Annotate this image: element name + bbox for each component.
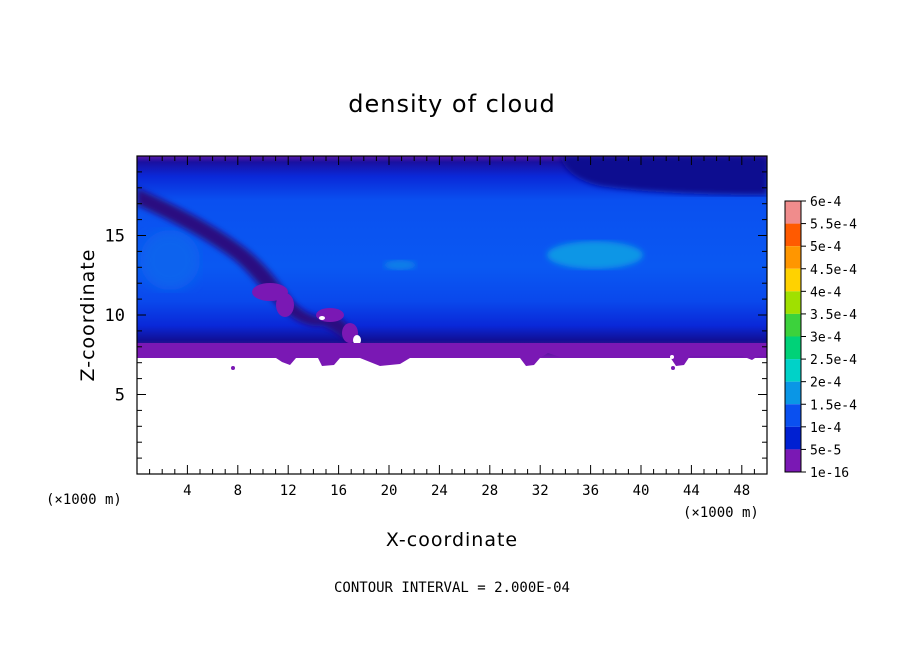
colorbar-label: 1e-16	[810, 466, 849, 481]
colorbar-label: 5e-5	[810, 443, 841, 458]
colorbar-label: 4e-4	[810, 285, 841, 300]
x-tick-label: 4	[183, 483, 191, 499]
colorbar-label: 5.5e-4	[810, 218, 857, 233]
x-tick-label: 44	[683, 483, 700, 499]
y-axis-tick-labels: 5 10 15	[105, 227, 125, 406]
stray-dot-2	[670, 355, 674, 359]
colorbar-swatch	[785, 246, 801, 269]
dark-filament	[137, 188, 362, 350]
colorbar-label: 3.5e-4	[810, 308, 857, 323]
purple-eddy-2	[276, 293, 294, 317]
x-axis-label: X-coordinate	[386, 529, 518, 551]
x-tick-label: 8	[234, 483, 242, 499]
colorbar-swatch	[785, 449, 801, 472]
colorbar-label: 2.5e-4	[810, 353, 857, 368]
colorbar-swatch	[785, 313, 801, 337]
colorbar-label: 5e-4	[810, 240, 841, 255]
x-tick-label: 48	[733, 483, 750, 499]
chart-title: density of cloud	[348, 90, 555, 118]
y-tick-label: 10	[105, 306, 125, 326]
x-tick-label: 36	[582, 483, 599, 499]
x-axis-ticks	[149, 156, 755, 474]
colorbar-swatch	[785, 268, 801, 292]
colorbar-label: 2e-4	[810, 376, 841, 391]
colorbar-swatch	[785, 381, 801, 405]
colorbar-swatch	[785, 223, 801, 247]
y-axis-unit-label: (×1000 m)	[46, 492, 122, 508]
x-tick-label: 12	[280, 483, 297, 499]
x-tick-label: 24	[431, 483, 448, 499]
eddy-gap-1	[319, 316, 325, 320]
light-core-middle	[384, 260, 416, 270]
contour-field	[137, 156, 767, 370]
x-axis-tick-labels: 4 8 12 16 20 24 28 32 36 40 44 48	[183, 483, 750, 499]
colorbar-label: 3e-4	[810, 331, 841, 346]
purple-eddy-3	[316, 308, 344, 322]
contour-interval-note: CONTOUR INTERVAL = 2.000E-04	[334, 580, 570, 596]
y-tick-label: 5	[115, 386, 125, 406]
colorbar-labels: 6e-4 5.5e-4 5e-4 4.5e-4 4e-4 3.5e-4 3e-4 2.5e-4…	[810, 195, 857, 481]
x-tick-label: 40	[633, 483, 650, 499]
y-axis-label: Z-coordinate	[77, 249, 99, 382]
colorbar-swatch	[785, 359, 801, 382]
cloud-base-band	[137, 343, 767, 366]
eddy-gap-2	[353, 335, 361, 345]
y-axis-ticks	[137, 171, 767, 459]
colorbar-label: 6e-4	[810, 195, 841, 210]
colorbar-swatch	[785, 291, 801, 314]
x-tick-label: 20	[381, 483, 398, 499]
x-tick-label: 28	[481, 483, 498, 499]
colorbar-swatch	[785, 426, 801, 450]
x-tick-label: 32	[532, 483, 549, 499]
stray-dot-1	[231, 366, 235, 370]
cloud-top-dark-band	[560, 156, 767, 195]
light-region-left	[140, 230, 200, 290]
stray-dot-3	[671, 366, 675, 370]
colorbar-swatch	[785, 201, 801, 224]
colorbar-label: 1e-4	[810, 421, 841, 436]
colorbar-swatch	[785, 336, 801, 360]
x-tick-label: 16	[330, 483, 347, 499]
colorbar-frame	[784, 200, 802, 473]
colorbar-label: 1.5e-4	[810, 398, 857, 413]
y-tick-label: 15	[105, 227, 125, 247]
colorbar-label: 4.5e-4	[810, 263, 857, 278]
x-axis-unit-label: (×1000 m)	[683, 505, 759, 521]
colorbar	[784, 200, 806, 473]
colorbar-swatch	[785, 404, 801, 427]
light-core-right	[547, 241, 643, 269]
